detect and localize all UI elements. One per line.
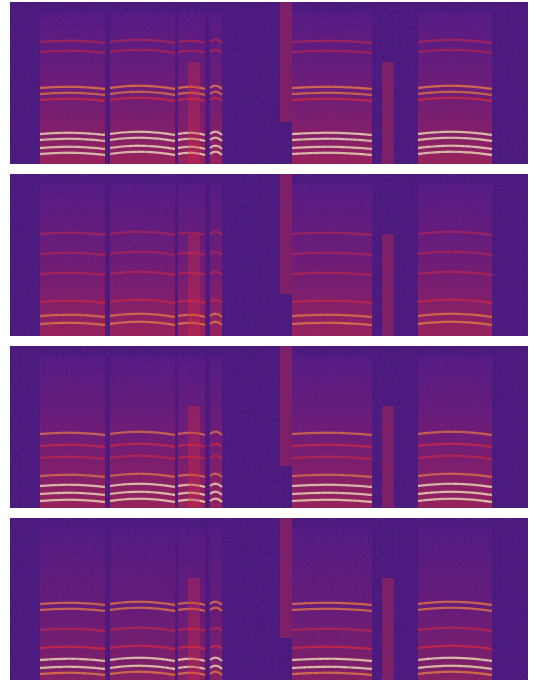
noise-texture	[10, 174, 528, 336]
spectrogram-panel-2	[10, 174, 528, 336]
noise-texture	[10, 346, 528, 508]
spectrogram-panel-1	[10, 2, 528, 164]
noise-texture	[10, 518, 528, 680]
spectrogram-panel-3	[10, 346, 528, 508]
noise-texture	[10, 2, 528, 164]
spectrogram-panel-4	[10, 518, 528, 680]
